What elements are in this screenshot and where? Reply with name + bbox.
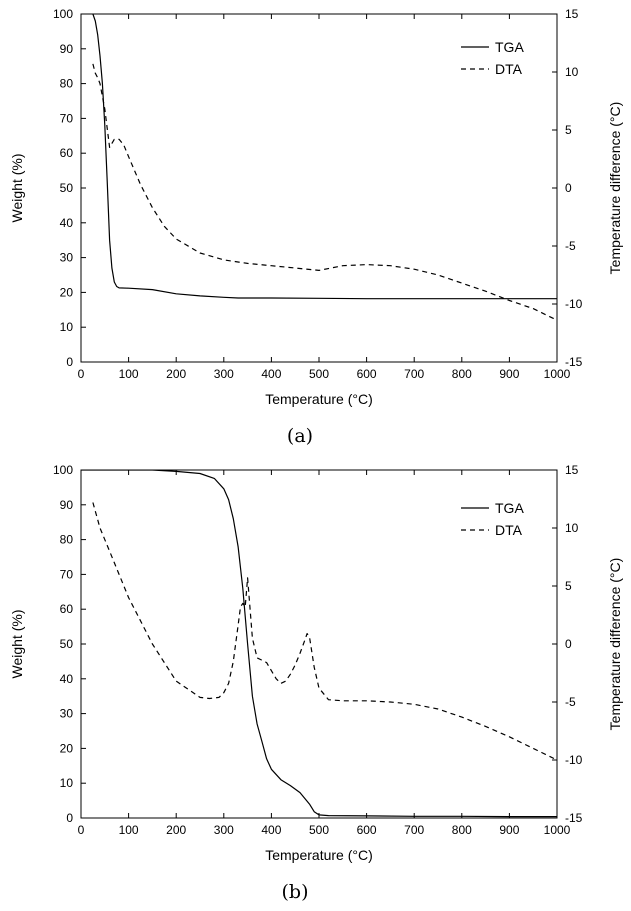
chart-b-x-tick-label: 800 — [452, 823, 472, 837]
chart-a-y2-tick-label: 10 — [565, 65, 579, 79]
chart-b-y-tick-label: 20 — [60, 741, 74, 755]
chart-a-x-tick-label: 100 — [119, 367, 139, 381]
chart-a-y-tick-label: 0 — [66, 355, 73, 369]
chart-b-x-tick-label: 100 — [119, 823, 139, 837]
chart-a-x-axis-title: Temperature (°C) — [265, 391, 373, 407]
chart-b-x-tick-label: 900 — [499, 823, 519, 837]
chart-a-x-tick-label: 0 — [78, 367, 85, 381]
chart-b-y2-tick-label: -15 — [565, 811, 583, 825]
chart-b-y-axis-title: Weight (%) — [9, 610, 25, 679]
chart-a-series-dta-line — [92, 63, 557, 321]
chart-b-y-tick-label: 10 — [60, 776, 74, 790]
chart-b-y2-tick-label: 5 — [565, 579, 572, 593]
chart-b-x-tick-label: 400 — [261, 823, 281, 837]
chart-a-x-tick-label: 600 — [357, 367, 377, 381]
chart-b-legend-label-dta: DTA — [495, 522, 523, 538]
chart-b-x-tick-label: 300 — [214, 823, 234, 837]
chart-a-y2-tick-label: -15 — [565, 355, 583, 369]
chart-a-plot-frame — [80, 13, 558, 363]
chart-b-y-tick-label: 60 — [60, 602, 74, 616]
chart-a-x-tick-label: 700 — [404, 367, 424, 381]
chart-a-y2-tick-label: 15 — [565, 7, 579, 21]
chart-a-y-tick-label: 70 — [60, 111, 74, 125]
chart-a-y2-tick-label: 0 — [565, 181, 572, 195]
chart-b-y2-tick-label: -10 — [565, 753, 583, 767]
chart-b-x-tick-label: 600 — [357, 823, 377, 837]
chart-b-y-tick-label: 90 — [60, 498, 74, 512]
chart-b-x-axis-title: Temperature (°C) — [265, 847, 373, 863]
chart-b-y-tick-label: 0 — [66, 811, 73, 825]
chart-b-y2-tick-label: 15 — [565, 463, 579, 477]
chart-b-series-dta-line — [92, 502, 557, 761]
chart-a-y-tick-label: 20 — [60, 285, 74, 299]
chart-b-y-tick-label: 30 — [60, 707, 74, 721]
chart-a-legend-label-dta: DTA — [495, 61, 523, 77]
chart-a-y-tick-label: 80 — [60, 77, 74, 91]
chart-b-y-tick-label: 50 — [60, 637, 74, 651]
chart-a-x-tick-label: 500 — [309, 367, 329, 381]
chart-a-y2-tick-label: -5 — [565, 239, 576, 253]
chart-b-series-tga-line — [81, 470, 557, 818]
chart-b-x-tick-label: 0 — [78, 823, 85, 837]
chart-b-y-tick-label: 40 — [60, 672, 74, 686]
chart-b-y-tick-label: 100 — [53, 463, 73, 477]
chart-a-x-tick-label: 400 — [261, 367, 281, 381]
chart-b-panel-label: (b) — [282, 881, 309, 903]
chart-a-x-tick-label: 900 — [499, 367, 519, 381]
chart-a-x-tick-label: 800 — [452, 367, 472, 381]
chart-a-y2-tick-label: -10 — [565, 297, 583, 311]
chart-a-y-axis-title: Weight (%) — [9, 154, 25, 223]
chart-b-y-tick-label: 70 — [60, 567, 74, 581]
chart-a-panel-label: (a) — [287, 425, 313, 447]
chart-a-y-tick-label: 60 — [60, 146, 74, 160]
chart-b-y2-tick-label: 0 — [565, 637, 572, 651]
chart-b-y2-axis-title: Temperature difference (°C) — [607, 558, 623, 731]
chart-b-x-tick-label: 500 — [309, 823, 329, 837]
chart-b-y-tick-label: 80 — [60, 533, 74, 547]
chart-a-y-tick-label: 30 — [60, 251, 74, 265]
chart-panel-b: 0 100 200 300 400 500 600 700 800 900 100001020304… — [9, 463, 623, 903]
chart-b-y2-tick-label: -5 — [565, 695, 576, 709]
chart-a-y-tick-label: 90 — [60, 42, 74, 56]
chart-a-y-tick-label: 10 — [60, 320, 74, 334]
chart-a-x-tick-label: 300 — [214, 367, 234, 381]
chart-a-legend-label-tga: TGA — [495, 39, 524, 55]
chart-a-y-tick-label: 40 — [60, 216, 74, 230]
chart-b-x-tick-label: 700 — [404, 823, 424, 837]
chart-b-x-tick-label: 1000 — [544, 823, 571, 837]
chart-b-y2-tick-label: 10 — [565, 521, 579, 535]
chart-panel-a: 0 100 200 300 400 500 600 700 800 900 100001020304… — [9, 7, 623, 447]
chart-a-series-tga-line — [92, 14, 557, 300]
chart-a-x-tick-label: 1000 — [544, 367, 571, 381]
chart-a-y2-axis-title: Temperature difference (°C) — [607, 102, 623, 275]
chart-b-legend-label-tga: TGA — [495, 500, 524, 516]
chart-a-y-tick-label: 100 — [53, 7, 73, 21]
chart-a-y-tick-label: 50 — [60, 181, 74, 195]
chart-a-x-tick-label: 200 — [166, 367, 186, 381]
chart-a-y2-tick-label: 5 — [565, 123, 572, 137]
chart-b-x-tick-label: 200 — [166, 823, 186, 837]
